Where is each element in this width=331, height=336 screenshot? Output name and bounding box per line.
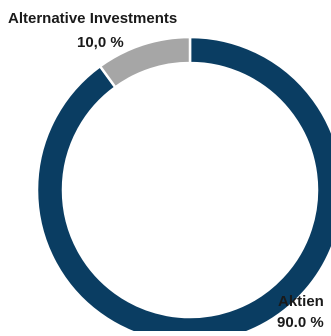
slice-label-alternative-investments: Alternative Investments	[8, 10, 178, 27]
slice-label-aktien: Aktien	[278, 293, 324, 310]
donut-slice-alternative-investments	[98, 35, 192, 89]
donut-slice-aktien	[35, 35, 331, 336]
slice-value-aktien: 90.0 %	[277, 314, 324, 331]
slice-value-alternative-investments: 10,0 %	[77, 34, 124, 51]
